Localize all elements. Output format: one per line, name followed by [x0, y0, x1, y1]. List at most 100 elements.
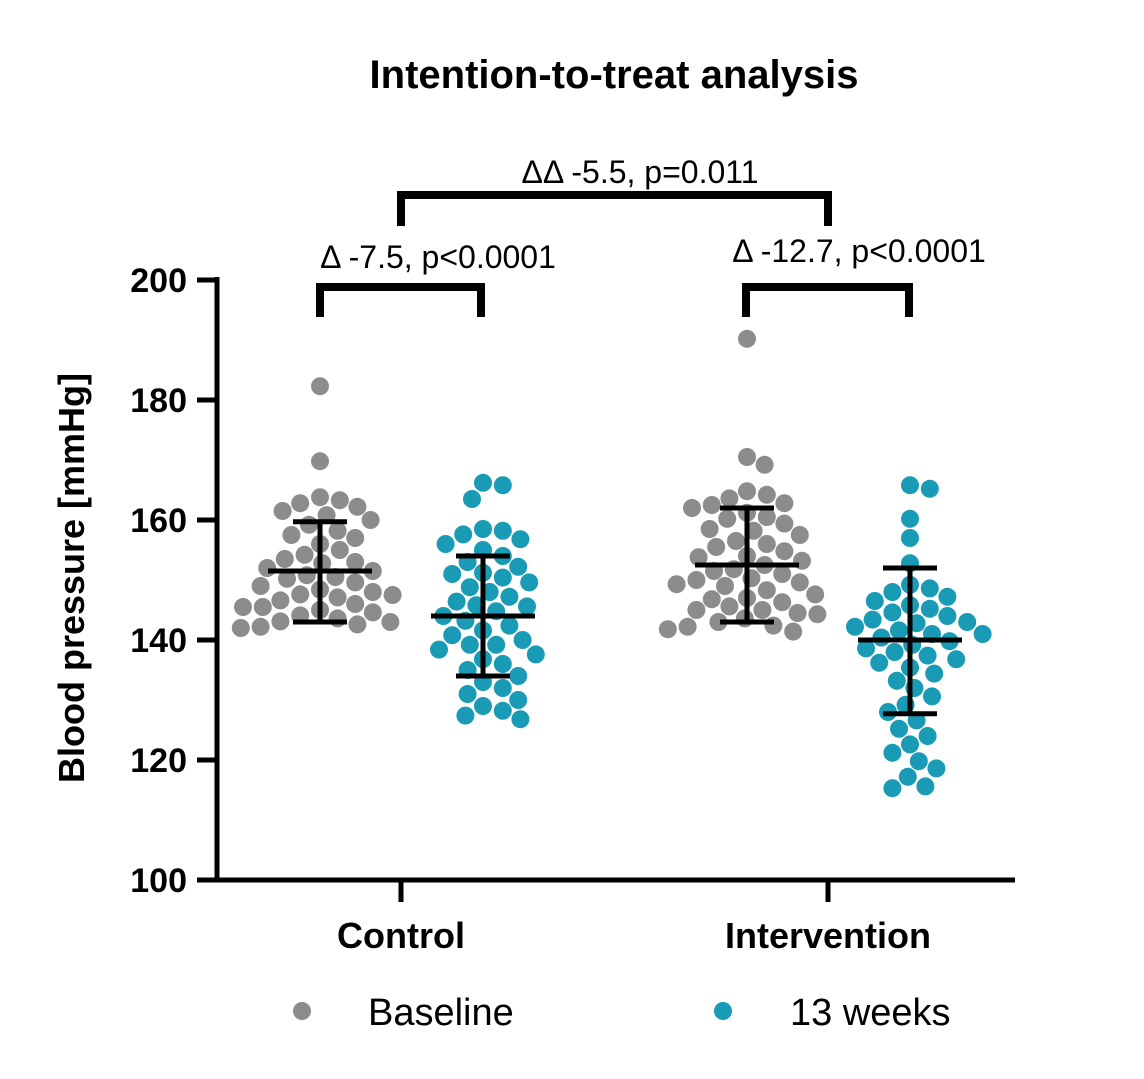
- point-13-weeks-control: [487, 635, 506, 654]
- point-13-weeks-control: [509, 691, 528, 709]
- point-baseline-control: [328, 609, 347, 628]
- point-baseline-control: [278, 569, 296, 588]
- x-tick-label: Control: [337, 915, 465, 956]
- point-baseline-control: [328, 521, 347, 540]
- point-13-weeks-control: [500, 616, 519, 635]
- point-baseline-control: [328, 588, 347, 607]
- point-baseline-control: [251, 577, 270, 595]
- point-13-weeks-intervention: [918, 727, 937, 745]
- point-baseline-control: [251, 617, 270, 636]
- point-baseline-intervention: [687, 571, 706, 589]
- point-baseline-control: [311, 452, 329, 471]
- annotation-intervention: Δ -12.7, p<0.0001: [732, 233, 986, 269]
- point-baseline-intervention: [718, 509, 737, 528]
- point-baseline-intervention: [757, 535, 776, 553]
- point-13-weeks-control: [509, 667, 528, 685]
- point-baseline-intervention: [687, 601, 706, 619]
- point-13-weeks-intervention: [870, 653, 889, 672]
- point-13-weeks-intervention: [958, 613, 977, 631]
- point-baseline-control: [253, 598, 272, 616]
- point-13-weeks-intervention: [890, 621, 908, 640]
- point-13-weeks-intervention: [885, 643, 904, 661]
- point-baseline-intervention: [702, 496, 721, 514]
- point-13-weeks-control: [500, 587, 519, 606]
- point-13-weeks-control: [460, 635, 479, 654]
- point-13-weeks-intervention: [857, 639, 875, 658]
- point-13-weeks-intervention: [918, 646, 937, 665]
- annotation-control: Δ -7.5, p<0.0001: [320, 239, 556, 275]
- point-baseline-intervention: [784, 622, 803, 641]
- y-tick-label: 160: [130, 502, 187, 540]
- point-baseline-control: [273, 502, 292, 520]
- point-baseline-control: [300, 515, 318, 534]
- point-13-weeks-intervention: [883, 583, 902, 601]
- point-baseline-intervention: [755, 455, 774, 474]
- y-tick-label: 120: [130, 742, 187, 780]
- point-baseline-intervention: [716, 577, 734, 595]
- point-baseline-control: [381, 613, 400, 631]
- point-baseline-intervention: [683, 499, 701, 517]
- point-baseline-intervention: [790, 526, 809, 544]
- point-13-weeks-control: [520, 573, 539, 592]
- bracket-between-groups: [397, 191, 832, 226]
- point-13-weeks-control: [493, 701, 512, 720]
- point-13-weeks-intervention: [890, 719, 908, 738]
- point-baseline-intervention: [727, 532, 745, 550]
- point-baseline-control: [291, 494, 310, 513]
- point-13-weeks-intervention: [920, 479, 939, 498]
- point-13-weeks-control: [509, 557, 528, 576]
- point-13-weeks-control: [456, 706, 475, 725]
- bracket-intervention: [742, 283, 913, 317]
- point-baseline-control: [330, 541, 349, 559]
- point-baseline-control: [361, 511, 380, 529]
- point-13-weeks-control: [454, 525, 473, 544]
- point-13-weeks-control: [526, 645, 545, 664]
- annotation-between-groups: ΔΔ -5.5, p=0.011: [522, 154, 759, 190]
- y-tick-label: 140: [130, 622, 187, 660]
- point-baseline-control: [346, 529, 365, 547]
- point-baseline-intervention: [757, 581, 776, 600]
- point-13-weeks-intervention: [925, 664, 944, 683]
- point-baseline-control: [258, 559, 277, 577]
- y-ticks: 100 120 140 160 180 200: [130, 262, 217, 900]
- point-baseline-control: [363, 603, 382, 622]
- point-baseline-intervention: [738, 329, 756, 348]
- point-baseline-intervention: [757, 485, 776, 504]
- legend: Baseline 13 weeks: [293, 992, 951, 1034]
- point-baseline-intervention: [658, 620, 677, 639]
- point-13-weeks-control: [443, 626, 462, 645]
- point-baseline-intervention: [720, 597, 739, 616]
- point-13-weeks-control: [511, 530, 530, 549]
- point-13-weeks-control: [430, 640, 448, 659]
- point-baseline-control: [271, 612, 290, 631]
- data-points: [231, 329, 992, 798]
- point-baseline-control: [234, 598, 252, 616]
- point-baseline-intervention: [678, 617, 697, 636]
- point-baseline-intervention: [738, 482, 756, 501]
- point-baseline-intervention: [775, 494, 794, 513]
- point-13-weeks-control: [458, 685, 477, 703]
- point-13-weeks-control: [493, 476, 512, 495]
- point-13-weeks-intervention: [863, 610, 882, 629]
- point-13-weeks-intervention: [901, 735, 919, 754]
- y-tick-label: 180: [130, 382, 187, 420]
- point-13-weeks-intervention: [927, 759, 946, 778]
- point-13-weeks-intervention: [938, 607, 957, 625]
- point-13-weeks-control: [513, 631, 532, 649]
- point-13-weeks-control: [474, 520, 492, 538]
- point-baseline-intervention: [709, 613, 728, 631]
- point-13-weeks-control: [460, 578, 479, 597]
- point-13-weeks-intervention: [883, 743, 902, 762]
- point-baseline-control: [271, 591, 290, 610]
- point-13-weeks-control: [436, 535, 455, 553]
- point-baseline-intervention: [700, 520, 719, 538]
- point-baseline-control: [383, 586, 402, 604]
- point-baseline-control: [282, 526, 301, 544]
- legend-label-baseline: Baseline: [368, 992, 514, 1034]
- point-13-weeks-intervention: [920, 599, 939, 618]
- point-13-weeks-control: [493, 679, 512, 697]
- point-baseline-control: [330, 491, 349, 510]
- point-13-weeks-intervention: [920, 579, 939, 598]
- x-tick-label: Intervention: [725, 915, 931, 956]
